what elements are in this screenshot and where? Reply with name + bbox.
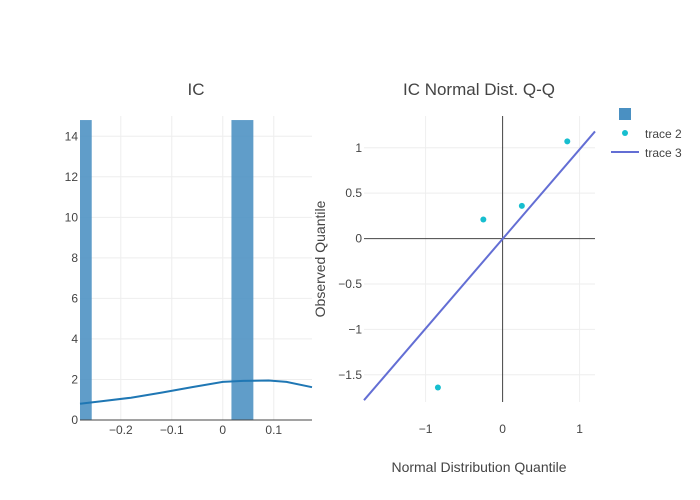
qq-y-tick-label: −1 — [348, 322, 362, 336]
qq-point — [434, 384, 441, 391]
legend-item-trace-2[interactable]: trace 2 — [622, 127, 682, 141]
qq-y-tick-label: 1 — [355, 141, 362, 155]
histogram-bar — [231, 120, 254, 420]
histogram-title: IC — [188, 80, 205, 99]
legend-label-trace-2: trace 2 — [645, 127, 682, 141]
histogram-gridlines — [80, 116, 312, 420]
kde-line — [79, 379, 313, 405]
histogram-y-tick-label: 12 — [65, 170, 79, 184]
qq-trace-3-line — [363, 130, 596, 401]
qq-point — [480, 216, 487, 223]
qq-y-axis-title: Observed Quantile — [312, 200, 328, 317]
qq-y-tick-label: 0.5 — [345, 186, 362, 200]
qq-x-tick-label: −1 — [419, 422, 433, 436]
histogram-kde — [79, 379, 313, 405]
qq-x-ticks: −1 0 1 — [419, 422, 583, 436]
legend-label-trace-3: trace 3 — [645, 146, 682, 160]
legend-marker-swatch — [622, 130, 628, 136]
qq-x-tick-label: 1 — [576, 422, 583, 436]
qq-y-tick-label: 0 — [355, 232, 362, 246]
qq-y-tick-label: −0.5 — [338, 277, 362, 291]
qq-reference-line — [363, 130, 596, 401]
histogram-y-tick-label: 8 — [71, 251, 78, 265]
histogram-y-tick-label: 6 — [71, 291, 78, 305]
histogram-x-tick-label: −0.2 — [109, 423, 133, 437]
histogram-x-tick-label: 0.1 — [265, 423, 282, 437]
legend-item-bar[interactable] — [619, 108, 631, 120]
qq-gridlines — [364, 116, 595, 402]
histogram-plot-area — [80, 116, 312, 420]
legend-item-trace-3[interactable]: trace 3 — [611, 146, 682, 160]
qq-point — [564, 138, 571, 145]
histogram-y-tick-label: 4 — [71, 332, 78, 346]
qq-y-tick-label: −1.5 — [338, 368, 362, 382]
histogram-y-tick-label: 10 — [65, 210, 79, 224]
histogram-bar — [80, 120, 92, 420]
histogram-y-ticks: 0 2 4 6 8 10 12 14 — [65, 129, 79, 427]
qq-plot: −1 0 1 −1.5 −1 −0.5 0 0.5 1 IC Normal Dist. Q-Q… — [312, 80, 596, 475]
histogram-plot: −0.2 −0.1 0 0.1 0 2 4 6 8 10 12 14 IC — [65, 80, 313, 437]
qq-point — [518, 202, 525, 209]
histogram-y-tick-label: 14 — [65, 129, 79, 143]
histogram-bars — [80, 120, 254, 420]
histogram-x-tick-label: −0.1 — [160, 423, 184, 437]
histogram-x-tick-label: 0 — [219, 423, 226, 437]
qq-title: IC Normal Dist. Q-Q — [403, 80, 555, 99]
histogram-y-tick-label: 0 — [71, 413, 78, 427]
legend: trace 2 trace 3 — [611, 108, 682, 160]
histogram-y-tick-label: 2 — [71, 372, 78, 386]
qq-x-tick-label: 0 — [499, 422, 506, 436]
qq-y-ticks: −1.5 −1 −0.5 0 0.5 1 — [338, 141, 362, 382]
legend-bar-swatch — [619, 108, 631, 120]
qq-points — [434, 138, 571, 391]
histogram-x-ticks: −0.2 −0.1 0 0.1 — [109, 423, 282, 437]
qq-zero-lines — [364, 116, 595, 402]
qq-x-axis-title: Normal Distribution Quantile — [391, 459, 566, 475]
